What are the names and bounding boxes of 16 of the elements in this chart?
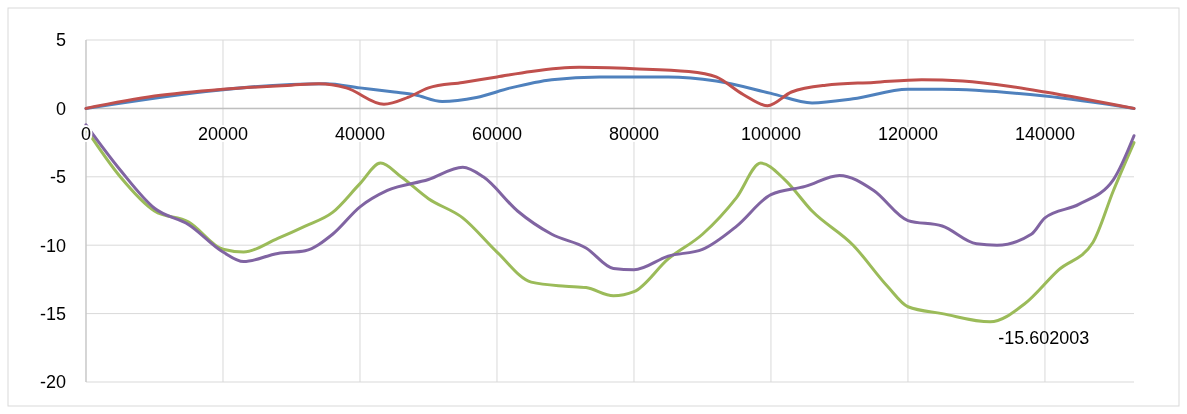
x-tick-label: 40000 [334, 124, 386, 145]
x-tick-label: 140000 [1014, 124, 1075, 145]
y-tick-label: 5 [55, 30, 66, 51]
x-tick-label: 60000 [471, 124, 523, 145]
x-tick-label: 100000 [740, 124, 802, 145]
y-tick-label: 0 [55, 98, 66, 119]
y-tick-label: -15 [39, 303, 66, 324]
y-tick-label: -20 [39, 372, 66, 393]
x-tick-label: 120000 [877, 124, 938, 145]
data-label: -15.602003 [998, 327, 1090, 348]
x-tick-label: 80000 [608, 124, 660, 145]
x-tick-label: 20000 [197, 124, 249, 145]
y-tick-label: -5 [49, 167, 66, 188]
y-tick-label: -10 [39, 235, 66, 256]
x-tick-label: 0 [80, 124, 92, 145]
line-series [84, 65, 1136, 110]
